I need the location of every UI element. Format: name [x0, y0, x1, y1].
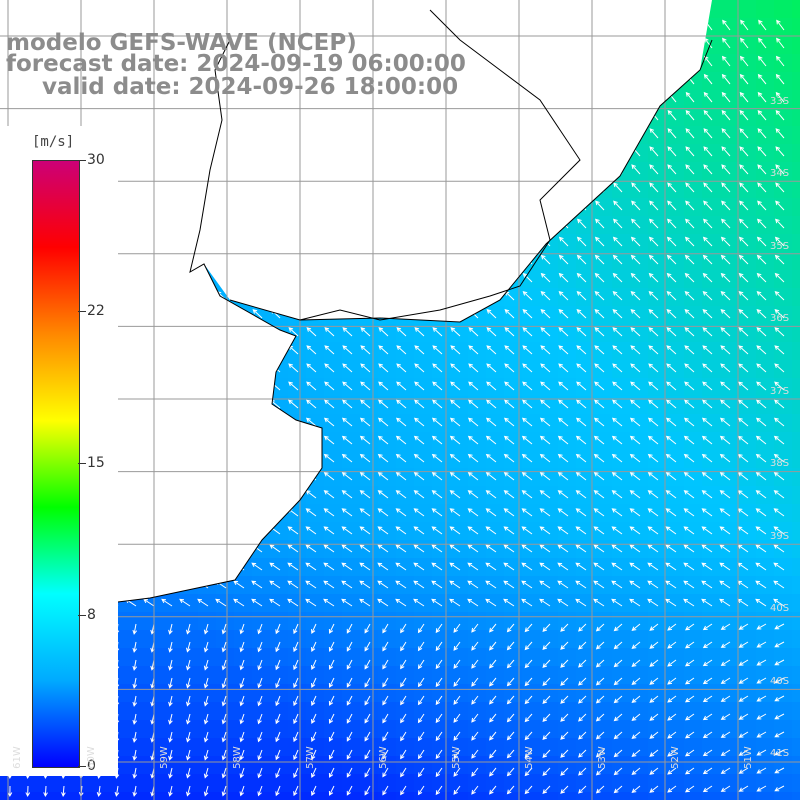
colorbar-tick [78, 766, 86, 767]
colorbar [32, 160, 80, 768]
legend-unit: [m/s] [32, 134, 75, 150]
lat-label: 34S [770, 168, 790, 179]
colorbar-tick [78, 463, 86, 464]
coastline [0, 9, 713, 629]
lat-label: 38S [770, 458, 790, 469]
lon-label: 59W [158, 746, 170, 769]
lon-label: 55W [450, 746, 462, 769]
colorbar-tick [78, 311, 86, 312]
lon-label: 52W [669, 746, 681, 769]
forecast-date: forecast date: 2024-09-19 06:00:00 [6, 51, 466, 77]
colorbar-tick [78, 615, 86, 616]
colorbar-tick [78, 160, 86, 161]
lat-label: 33S [770, 96, 790, 107]
lat-label: 41S [770, 748, 790, 759]
lon-label: 54W [523, 746, 535, 769]
colorbar-tick-label: 15 [87, 455, 105, 471]
lon-label: 57W [304, 746, 316, 769]
colorbar-tick-label: 22 [87, 303, 105, 319]
lat-label: 35S [770, 241, 790, 252]
model-title: modelo GEFS-WAVE (NCEP) [6, 30, 357, 56]
lon-label: 61W [11, 746, 23, 769]
lon-label: 56W [377, 746, 389, 769]
lon-label: 51W [742, 746, 754, 769]
lat-label: 37S [770, 386, 790, 397]
lon-label: 58W [231, 746, 243, 769]
lat-label: 39S [770, 531, 790, 542]
lon-label: 53W [596, 746, 608, 769]
lat-label: 36S [770, 313, 790, 324]
lat-label: 40S [770, 603, 790, 614]
colorbar-tick-label: 8 [87, 607, 96, 623]
colorbar-tick-label: 30 [87, 152, 105, 168]
valid-date: valid date: 2024-09-26 18:00:00 [42, 74, 459, 100]
lon-label: 60W [85, 746, 97, 769]
lat-label: 40S [770, 676, 790, 687]
colorbar-tick-label: 0 [87, 758, 96, 774]
